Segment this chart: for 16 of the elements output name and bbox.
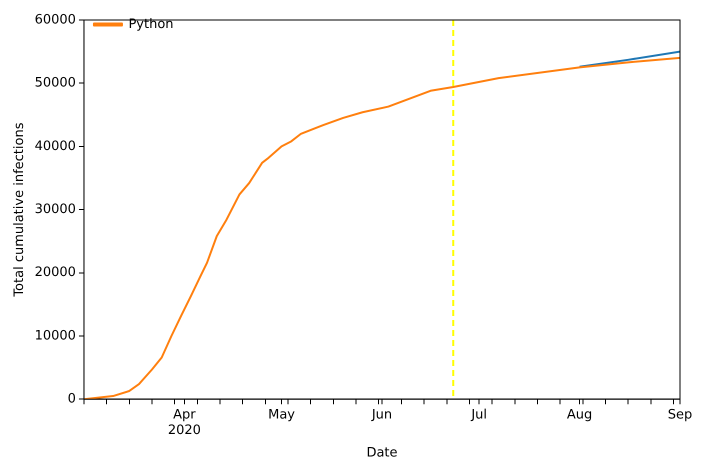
x-tick-label: May xyxy=(268,407,296,422)
y-axis-title: Total cumulative infections xyxy=(12,122,28,298)
y-tick-label: 50000 xyxy=(34,76,76,91)
y-tick-label: 60000 xyxy=(34,12,76,28)
y-tick-label: 0 xyxy=(68,392,76,407)
y-tick-label: 10000 xyxy=(34,328,76,344)
x-tick-label: Jul xyxy=(470,407,488,422)
y-tick-label: 40000 xyxy=(34,138,76,154)
x-axis-title: Date xyxy=(366,446,398,461)
y-tick-label: 20000 xyxy=(34,265,76,280)
y-tick-label: 30000 xyxy=(34,202,76,217)
x-tick-label: Sep xyxy=(668,407,692,422)
legend-label: Python xyxy=(128,16,174,32)
x-tick-label: Aug xyxy=(566,407,592,422)
x-tick-label: Jun xyxy=(370,407,392,422)
x-tick-label: Apr 2020 xyxy=(168,407,201,438)
